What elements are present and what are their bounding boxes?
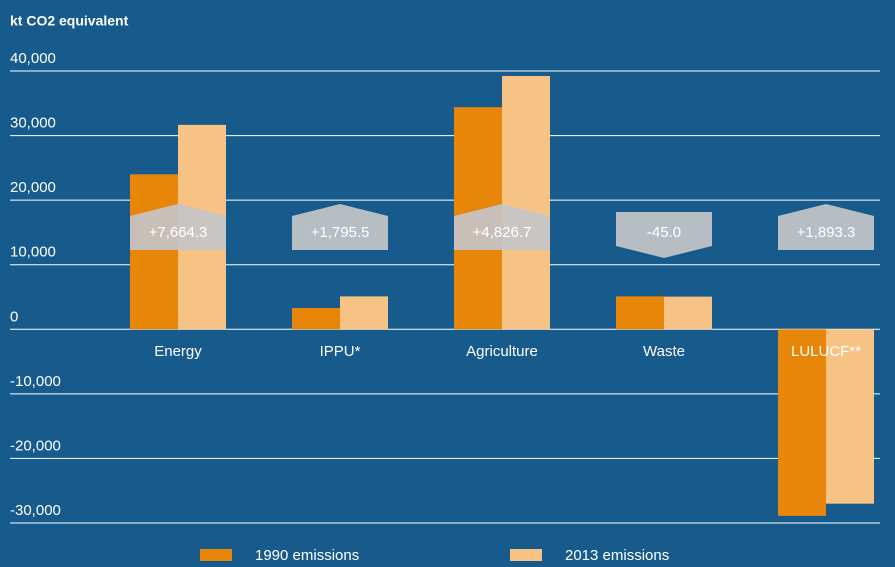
x-tick-label: Energy (154, 343, 202, 360)
y-tick-label: 20,000 (10, 179, 56, 196)
change-label: +4,826.7 (473, 224, 532, 241)
y-tick-label: 10,000 (10, 244, 56, 261)
bar (616, 296, 664, 330)
bar (502, 75, 550, 330)
change-label: +7,664.3 (149, 224, 208, 241)
chart-title: kt CO2 equivalent (10, 13, 129, 29)
y-tick-label: -10,000 (10, 373, 61, 390)
bar (292, 307, 340, 330)
change-badge (292, 204, 388, 250)
bar (340, 296, 388, 330)
y-tick-label: -30,000 (10, 502, 61, 519)
bar (130, 174, 178, 330)
y-tick-label: 0 (10, 308, 18, 325)
x-tick-label: LULUCF** (791, 343, 861, 360)
change-badge (454, 204, 550, 250)
change-label: -45.0 (647, 224, 681, 241)
legend-swatch (200, 549, 232, 561)
legend-label: 1990 emissions (255, 547, 359, 564)
legend-label: 2013 emissions (565, 547, 669, 564)
y-tick-label: -20,000 (10, 437, 61, 454)
change-badge (130, 204, 226, 250)
bar (778, 329, 826, 516)
x-tick-label: Waste (643, 343, 685, 360)
x-tick-label: Agriculture (466, 343, 538, 360)
change-badge (616, 212, 712, 258)
y-tick-label: 30,000 (10, 115, 56, 132)
bar (826, 329, 874, 504)
change-label: +1,893.3 (797, 224, 856, 241)
bar (664, 296, 712, 330)
x-tick-label: IPPU* (320, 343, 361, 360)
change-badge (778, 204, 874, 250)
y-tick-label: 40,000 (10, 50, 56, 67)
change-label: +1,795.5 (311, 224, 370, 241)
legend-swatch (510, 549, 542, 561)
